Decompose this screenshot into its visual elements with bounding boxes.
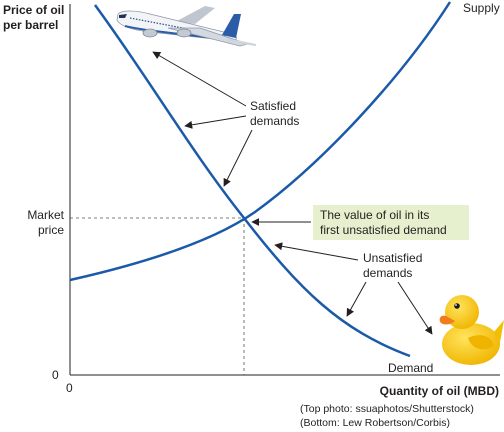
satisfied-arrow-2 xyxy=(184,115,247,129)
y-axis-label-line2: per barrel xyxy=(3,18,58,32)
credit-line2: (Bottom: Lew Robertson/Corbis) xyxy=(300,417,450,429)
x-axis-label: Quantity of oil (MBD) xyxy=(380,384,499,398)
y-axis-label-line1: Price of oil xyxy=(3,3,64,17)
airplane-photo-icon xyxy=(116,6,256,47)
value-callout-line1: The value of oil in its xyxy=(320,208,429,222)
unsatisfied-label-line2: demands xyxy=(363,266,412,280)
unsatisfied-arrow-2 xyxy=(346,281,367,317)
demand-curve xyxy=(93,4,411,358)
value-callout-line2: first unsatisfied demand xyxy=(320,223,447,237)
origin-y-label: 0 xyxy=(52,368,59,382)
unsatisfied-label-line1: Unsatisfied xyxy=(363,251,422,265)
supply-curve xyxy=(69,1,452,282)
origin-x-label: 0 xyxy=(66,381,73,395)
satisfied-label-line1: Satisfied xyxy=(250,99,296,113)
demand-label: Demand xyxy=(388,361,433,375)
satisfied-label-line2: demands xyxy=(250,114,299,128)
rubber-duck-photo-icon xyxy=(439,295,504,365)
satisfied-arrow-3 xyxy=(223,129,253,187)
market-price-label-line2: price xyxy=(38,223,64,237)
unsatisfied-arrow-3 xyxy=(397,281,433,335)
value-callout-box xyxy=(313,205,469,240)
credit-line1: (Top photo: ssuaphotos/Shutterstock) xyxy=(300,403,474,415)
market-price-label-line1: Market xyxy=(27,208,64,222)
satisfied-arrow-1 xyxy=(152,51,247,107)
supply-label: Supply xyxy=(463,1,500,15)
unsatisfied-arrow-1 xyxy=(274,242,359,261)
